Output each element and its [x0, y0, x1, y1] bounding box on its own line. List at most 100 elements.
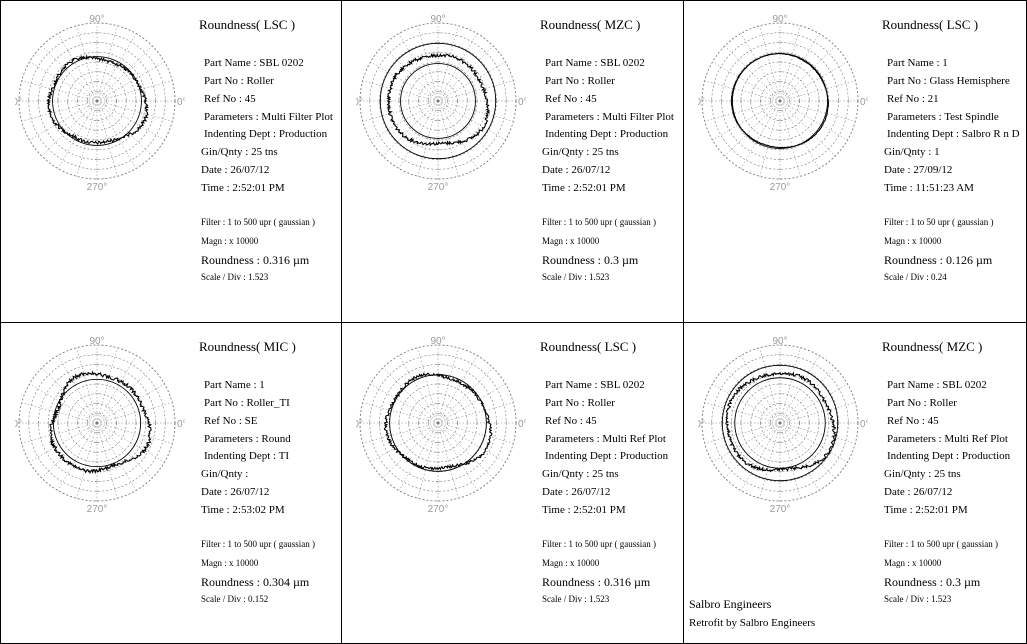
reference-circle: [379, 42, 497, 160]
grid-spoke: [724, 100, 781, 157]
polar-grid: [359, 344, 517, 502]
grid-spoke: [76, 422, 98, 499]
angle-label: 90°: [430, 336, 445, 347]
roundness-value: Roundness : 0.126 µm: [884, 253, 993, 267]
magnification: Magn : x 10000: [884, 236, 942, 246]
grid-spoke: [724, 367, 781, 424]
angle-label: 0°: [518, 419, 526, 430]
time: Time : 2:52:01 PM: [201, 182, 285, 194]
grid-spoke: [759, 100, 781, 177]
part-no: Part No : Roller: [204, 75, 274, 87]
grid-spoke: [779, 422, 848, 463]
part-no: Part No : Glass Hemisphere: [887, 75, 1010, 87]
grid-spoke: [437, 100, 506, 141]
time: Time : 2:52:01 PM: [542, 182, 626, 194]
roundness-value: Roundness : 0.3 µm: [884, 575, 981, 589]
magnification: Magn : x 10000: [542, 558, 600, 568]
date: Date : 26/07/12: [884, 486, 953, 498]
roundness-value: Roundness : 0.3 µm: [542, 253, 639, 267]
angle-label: 180°: [15, 419, 22, 430]
part-no: Part No : Roller: [887, 397, 957, 409]
grid-spoke: [96, 100, 153, 157]
retrofit-credit: Retrofit by Salbro Engineers: [689, 617, 816, 629]
grid-spoke: [96, 80, 173, 102]
grid-spoke: [740, 422, 781, 491]
grid-spoke: [41, 422, 98, 479]
roundness-panel: 90° 180° 0° 270° Roundness( LSC ) Part Name…: [683, 0, 1027, 323]
grid-spoke: [29, 422, 98, 463]
roundness-panel: 90° 180° 0° 270° Roundness( MZC ) Part Name…: [341, 0, 684, 323]
grid-spoke: [437, 100, 494, 157]
indenting-dept: Indenting Dept : Production: [545, 128, 669, 140]
grid-spoke: [370, 61, 439, 102]
parameters: Parameters : Multi Filter Plot: [204, 111, 333, 123]
grid-spoke: [759, 422, 781, 499]
chart-title: Roundness( MZC ): [540, 17, 641, 32]
grid-spoke: [382, 367, 439, 424]
magnification: Magn : x 10000: [884, 558, 942, 568]
grid-spoke: [779, 25, 801, 102]
grid-spoke: [382, 100, 439, 157]
angle-label: 0°: [860, 419, 868, 430]
grid-spoke: [57, 355, 98, 424]
grid-spoke: [437, 25, 459, 102]
grid-spoke: [779, 100, 836, 157]
roundness-panel: 90° 180° 0° 270° Roundness( LSC ) Part Name…: [0, 0, 342, 323]
part-name: Part Name : SBL 0202: [887, 379, 987, 391]
indenting-dept: Indenting Dept : Salbro R n D: [887, 128, 1020, 140]
grid-spoke: [41, 367, 98, 424]
grid-spoke: [57, 422, 98, 491]
roundness-panel: 90° 180° 0° 270° Roundness( LSC ) Part Name…: [341, 322, 684, 644]
roundness-profile: [46, 54, 149, 146]
grid-spoke: [382, 45, 439, 102]
roundness-profile: [383, 372, 493, 471]
scale-per-div: Scale / Div : 0.24: [884, 272, 947, 282]
grid-spoke: [704, 80, 781, 102]
gin-qnty: Gin/Qnty : 25 tns: [542, 146, 619, 158]
grid-spoke: [779, 100, 801, 177]
polar-chart: 90° 180° 0° 270°: [15, 336, 185, 515]
grid-spoke: [779, 100, 856, 122]
polar-chart: 90° 180° 0° 270°: [356, 336, 526, 515]
grid-spoke: [96, 422, 165, 463]
magnification: Magn : x 10000: [542, 236, 600, 246]
roundness-value: Roundness : 0.316 µm: [201, 253, 310, 267]
scale-per-div: Scale / Div : 1.523: [201, 272, 269, 282]
ref-no: Ref No : 45: [887, 415, 939, 427]
polar-grid: [701, 344, 859, 502]
grid-spoke: [779, 347, 801, 424]
chart-title: Roundness( LSC ): [199, 17, 296, 32]
grid-spoke: [382, 422, 439, 479]
grid-spoke: [712, 61, 781, 102]
grid-spoke: [437, 367, 494, 424]
time: Time : 2:52:01 PM: [542, 504, 626, 516]
parameters: Parameters : Round: [204, 433, 291, 445]
reference-circle: [400, 63, 476, 139]
indenting-dept: Indenting Dept : Production: [204, 128, 328, 140]
grid-spoke: [417, 25, 439, 102]
grid-spoke: [96, 100, 165, 141]
magnification: Magn : x 10000: [201, 558, 259, 568]
chart-title: Roundness( LSC ): [882, 17, 979, 32]
gin-qnty: Gin/Qnty : 25 tns: [884, 468, 961, 480]
grid-spoke: [437, 402, 514, 424]
polar-grid: [18, 344, 176, 502]
grid-spoke: [96, 383, 165, 424]
filter: Filter : 1 to 500 upr ( gaussian ): [542, 539, 656, 549]
grid-spoke: [76, 25, 98, 102]
grid-spoke: [96, 422, 153, 479]
grid-spoke: [76, 100, 98, 177]
polar-chart: 90° 180° 0° 270°: [698, 336, 868, 515]
grid-spoke: [704, 422, 781, 444]
grid-spoke: [96, 25, 118, 102]
parameters: Parameters : Multi Ref Plot: [545, 433, 666, 445]
filter: Filter : 1 to 500 upr ( gaussian ): [542, 217, 656, 227]
part-no: Part No : Roller_TI: [204, 397, 290, 409]
date: Date : 26/07/12: [201, 164, 270, 176]
polar-grid: [18, 22, 176, 180]
grid-spoke: [29, 100, 98, 141]
grid-spoke: [417, 100, 439, 177]
grid-spoke: [21, 80, 98, 102]
grid-spoke: [76, 347, 98, 424]
